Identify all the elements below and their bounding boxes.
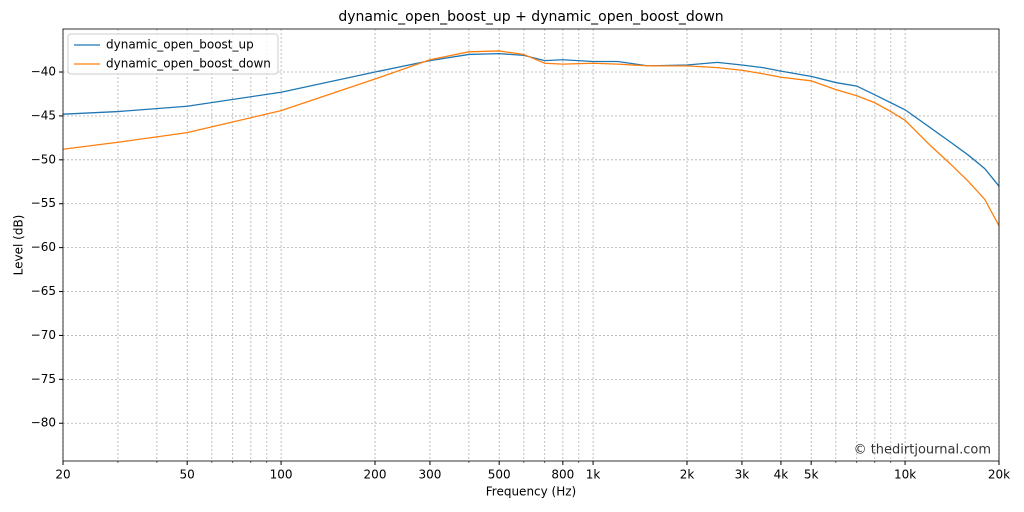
legend-box (67, 33, 279, 75)
x-tick-label: 50 (180, 468, 195, 482)
x-tick-label: 20k (988, 468, 1010, 482)
x-tick-label: 5k (804, 468, 819, 482)
x-tick-label: 3k (735, 468, 750, 482)
x-axis-label: Frequency (Hz) (486, 485, 577, 499)
y-tick-label: −45 (31, 108, 56, 122)
x-tick-label: 500 (488, 468, 511, 482)
x-tick-label: 10k (894, 468, 916, 482)
y-tick-label: −40 (31, 65, 56, 79)
x-tick-label: 200 (364, 468, 387, 482)
chart-title: dynamic_open_boost_up + dynamic_open_boo… (338, 9, 723, 25)
x-tick-label: 1k (586, 468, 601, 482)
x-tick-label: 4k (774, 468, 789, 482)
y-axis-label: Level (dB) (12, 215, 26, 276)
y-tick-label: −70 (31, 328, 56, 342)
legend-label: dynamic_open_boost_up (106, 38, 254, 52)
x-tick-label: 2k (680, 468, 695, 482)
series-line (62, 50, 1000, 226)
y-tick-label: −75 (31, 372, 56, 386)
x-tick-label: 100 (270, 468, 293, 482)
x-tick-label: 20 (55, 468, 70, 482)
plot-frame (62, 28, 1000, 462)
y-tick-label: −60 (31, 240, 56, 254)
y-tick-label: −80 (31, 416, 56, 430)
x-tick-label: 800 (551, 468, 574, 482)
y-tick-label: −50 (31, 152, 56, 166)
legend-label: dynamic_open_boost_down (106, 57, 271, 71)
watermark: © thedirtjournal.com (854, 443, 991, 458)
y-tick-label: −65 (31, 284, 56, 298)
y-tick-label: −55 (31, 196, 56, 210)
x-tick-label: 300 (418, 468, 441, 482)
